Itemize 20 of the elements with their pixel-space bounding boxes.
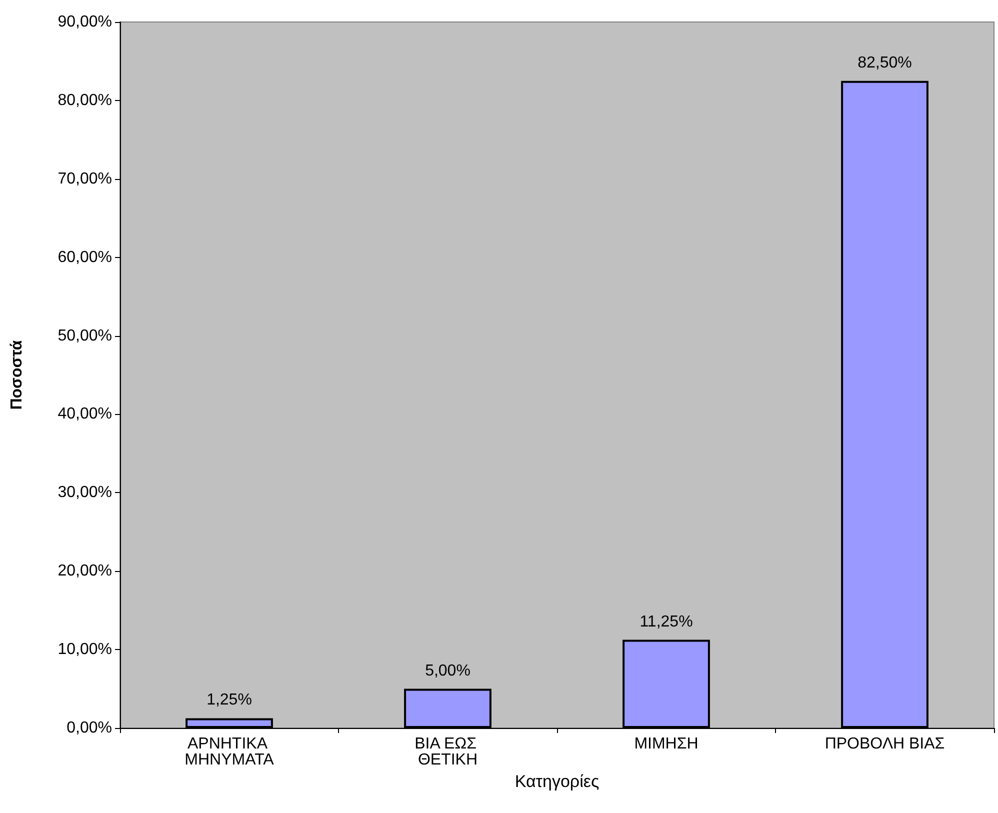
y-tick-label: 50,00% — [58, 327, 112, 344]
data-label: 1,25% — [206, 692, 252, 709]
y-tick-label: 10,00% — [58, 641, 112, 658]
x-tick-label: ΑΡΝΗΤΙΚΑ ΜΗΝΥΜΑΤΑ — [184, 736, 274, 768]
y-tick-label: 30,00% — [58, 484, 112, 502]
y-tick-label: 0,00% — [66, 720, 112, 736]
y-tick-label: 60,00% — [58, 248, 112, 266]
data-label: 11,25% — [640, 613, 693, 630]
y-axis-title: Ποσοστά — [8, 340, 26, 410]
data-label: 5,00% — [425, 662, 470, 680]
y-tick-label: 70,00% — [58, 170, 112, 188]
x-axis-title: Κατηγορίες — [514, 772, 600, 791]
y-tick-label: 20,00% — [58, 562, 112, 580]
y-tick-label: 80,00% — [58, 92, 112, 109]
y-tick-label: 90,00% — [58, 14, 112, 30]
data-label: 82,50% — [858, 54, 912, 72]
x-tick-label: ΒΙΑ ΕΩΣ ΘΕΤΙΚΗ — [414, 736, 481, 768]
y-tick-label: 40,00% — [58, 406, 112, 423]
x-tick-label: ΜΙΜΗΣΗ — [634, 736, 698, 752]
x-tick-label: ΠΡΟΒΟΛΗ ΒΙΑΣ — [824, 736, 945, 752]
